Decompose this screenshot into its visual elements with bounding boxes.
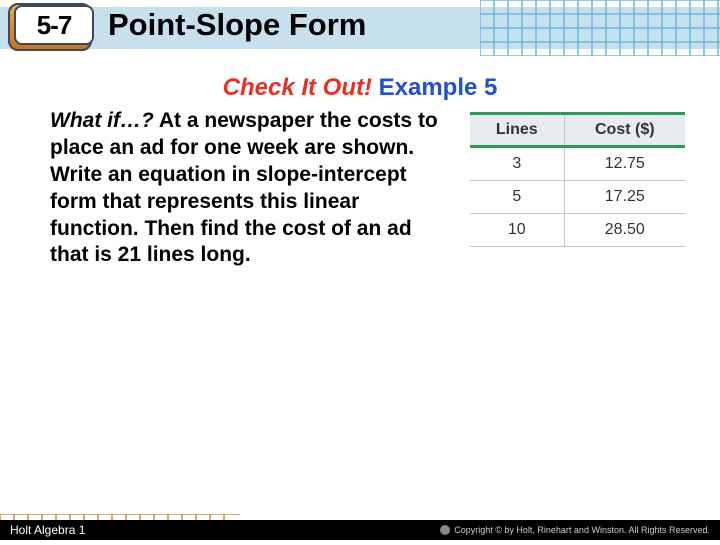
table-header: Lines	[470, 114, 564, 147]
footer-copyright: Copyright © by Holt, Rinehart and Winsto…	[440, 525, 710, 535]
section-badge: 5-7	[8, 3, 100, 53]
table-row: 1028.50	[470, 214, 685, 247]
checkit-example: Example 5	[379, 74, 498, 101]
check-it-out-heading: Check It Out! Example 5	[0, 74, 720, 102]
footer-book-title: Holt Algebra 1	[10, 523, 85, 537]
table-row: 517.25	[470, 181, 685, 214]
checkit-label: Check It Out!	[223, 74, 372, 101]
data-table: Lines Cost ($) 312.75 517.25 1028.50	[470, 108, 685, 269]
prompt-body: At a newspaper the costs to place an ad …	[50, 109, 438, 266]
table-header: Cost ($)	[564, 114, 685, 147]
footer: Holt Algebra 1 Copyright © by Holt, Rine…	[0, 514, 720, 540]
problem-prompt: What if…? At a newspaper the costs to pl…	[50, 108, 450, 269]
page-title: Point-Slope Form	[108, 7, 366, 43]
table-row: 312.75	[470, 147, 685, 181]
owl-icon	[440, 525, 450, 535]
header-grid-pattern	[480, 0, 720, 56]
whatif-label: What if…?	[50, 109, 154, 132]
section-number: 5-7	[37, 10, 72, 41]
